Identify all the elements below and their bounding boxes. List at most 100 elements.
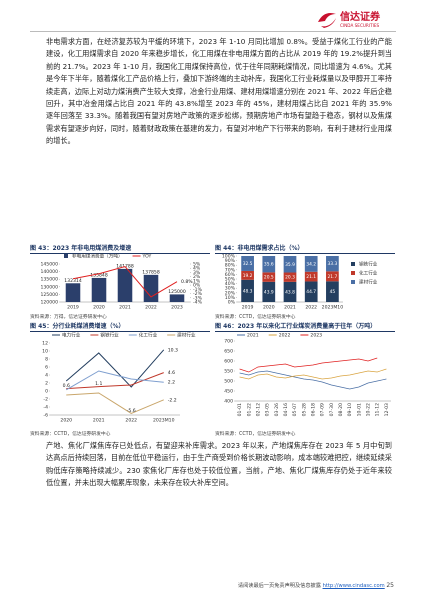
x-tick-label: 2022 <box>305 305 317 311</box>
y-tick-label: 650 <box>224 349 233 355</box>
bar-segment <box>283 256 297 273</box>
bar-segment <box>262 272 276 282</box>
body-text: 产地、焦化厂煤焦库存已处低点，有望迎来补库需求。2023 年以来，产地煤焦库存在… <box>46 441 392 488</box>
y-tick-label: 130000 <box>40 284 58 290</box>
bar-segment <box>326 256 339 272</box>
x-tick-label: 05-07 <box>292 403 298 416</box>
legend-label: 2021 <box>247 333 259 339</box>
bar-segment <box>283 272 297 282</box>
y-tick-label: 500 <box>224 379 233 385</box>
y-tick-label: 8 <box>45 357 48 363</box>
x-tick-label: 11-12 <box>375 403 381 416</box>
url[interactable]: http://www.cindasc.com <box>322 583 385 589</box>
data-label: 19.2 <box>243 273 253 279</box>
line <box>72 265 178 298</box>
data-label: 43.8 <box>285 289 295 295</box>
y-tick-label: -6 <box>43 413 48 419</box>
data-label: 34.2 <box>306 261 316 267</box>
bar-segment <box>304 281 318 302</box>
y-tick-label: 40% <box>225 281 236 287</box>
bar-segment <box>262 281 276 302</box>
bar <box>91 277 107 302</box>
y-tick-label: 2 <box>45 381 48 387</box>
y2-tick-label: 1% <box>193 278 201 284</box>
chart-title: 图 43：2023 年非电用煤消费及增速 <box>30 243 210 254</box>
x-tick-label: 01-01 <box>237 403 243 416</box>
bar <box>65 283 81 302</box>
x-tick-label: 2023 <box>171 305 183 311</box>
y-tick-label: 700 <box>224 339 233 345</box>
x-tick-label: 2020 <box>263 305 275 311</box>
bar-segment <box>283 281 297 302</box>
x-tick-label: 07-30 <box>329 403 335 416</box>
data-label: 4.6 <box>168 370 175 376</box>
logo-icon <box>318 13 336 22</box>
data-label: 48.3 <box>243 288 253 294</box>
footer: 请阅读最后一页免责声明及信息披露 http://www.cindasc.com … <box>238 582 394 589</box>
y-tick-label: 120000 <box>40 300 58 306</box>
data-label: 20.3 <box>285 275 295 281</box>
page-number: 25 <box>386 582 394 589</box>
data-label: 33.3 <box>328 261 338 267</box>
x-tick-label: 04-16 <box>283 403 289 416</box>
x-tick-label: 06-18 <box>311 403 317 416</box>
y2-tick-label: 0% <box>193 283 201 289</box>
x-tick-label: 2023M10 <box>153 418 175 424</box>
y-tick-label: 145000 <box>40 262 58 268</box>
line <box>239 370 387 390</box>
x-tick-label: 10-01 <box>356 403 362 416</box>
chart-title: 图 44：非电用煤需求占比（%） <box>215 243 395 254</box>
data-label: 20.5 <box>264 275 274 281</box>
y-tick-label: 70% <box>225 267 236 273</box>
data-label: -2.2 <box>168 397 177 403</box>
legend-label: YOY <box>142 254 152 260</box>
logo-icon <box>321 18 336 28</box>
bar-segment <box>304 256 318 272</box>
data-label: 137858 <box>142 269 160 275</box>
x-tick-label: 2019 <box>67 305 79 311</box>
y-tick-label: 100% <box>222 254 236 260</box>
line <box>239 368 387 380</box>
y2-tick-label: 2% <box>193 274 201 280</box>
y-tick-label: 90% <box>225 258 236 264</box>
x-tick-label: 2023M10 <box>322 305 344 311</box>
brand-en: CINDA SECURITIES <box>340 23 380 28</box>
x-tick-label: 03-05 <box>265 403 271 416</box>
y-tick-label: 10 <box>42 349 48 355</box>
data-label: -5.6 <box>127 408 136 414</box>
legend-swatch <box>351 271 355 275</box>
chart: 400 450 500 550 600 650 700 01-01 01-22 02-12 03-0… <box>224 333 391 416</box>
y-tick-label: 6 <box>45 365 48 371</box>
header-rule <box>30 31 396 32</box>
bar <box>143 274 159 302</box>
y-tick-label: 125000 <box>40 292 58 298</box>
bar-segment <box>304 271 318 282</box>
data-label: 125000 <box>168 289 186 295</box>
disclaimer: 请阅读最后一页免责声明及信息披露 <box>237 583 321 589</box>
bar <box>169 294 185 302</box>
legend-swatch <box>351 262 355 266</box>
data-label: 10.3 <box>168 347 178 353</box>
y2-tick-label: 3% <box>193 270 201 276</box>
chart: 0%10%20%30%40%50%60%70%80%90%100% 2019 202… <box>222 254 378 311</box>
bar-segment <box>241 270 254 280</box>
y-tick-label: 80% <box>225 263 236 269</box>
y2-tick-label: 4% <box>193 266 201 272</box>
x-tick-label: 2019 <box>242 305 254 311</box>
x-tick-label: 2021 <box>119 305 131 311</box>
x-tick-label: 2021 <box>93 418 105 424</box>
data-label: 35.9 <box>285 262 295 268</box>
y2-tick-label: -3% <box>193 295 203 301</box>
y-tick-label: 0 <box>45 389 48 395</box>
chart: -6 -4 -2 0 2 4 6 8 10 12 2020 2021 2022 2023M10 10.3 0.… <box>42 332 196 424</box>
x-tick-label: 02-12 <box>255 403 261 416</box>
line <box>239 357 378 373</box>
line <box>66 372 164 390</box>
x-tick-label: 2021 <box>284 305 296 311</box>
x-tick-label: 08-20 <box>338 403 344 416</box>
y2-tick-label: -4% <box>193 300 203 306</box>
y-tick-label: 4 <box>45 373 48 379</box>
x-tick-label: 01-22 <box>246 403 252 416</box>
y-tick-label: 12 <box>42 341 48 347</box>
